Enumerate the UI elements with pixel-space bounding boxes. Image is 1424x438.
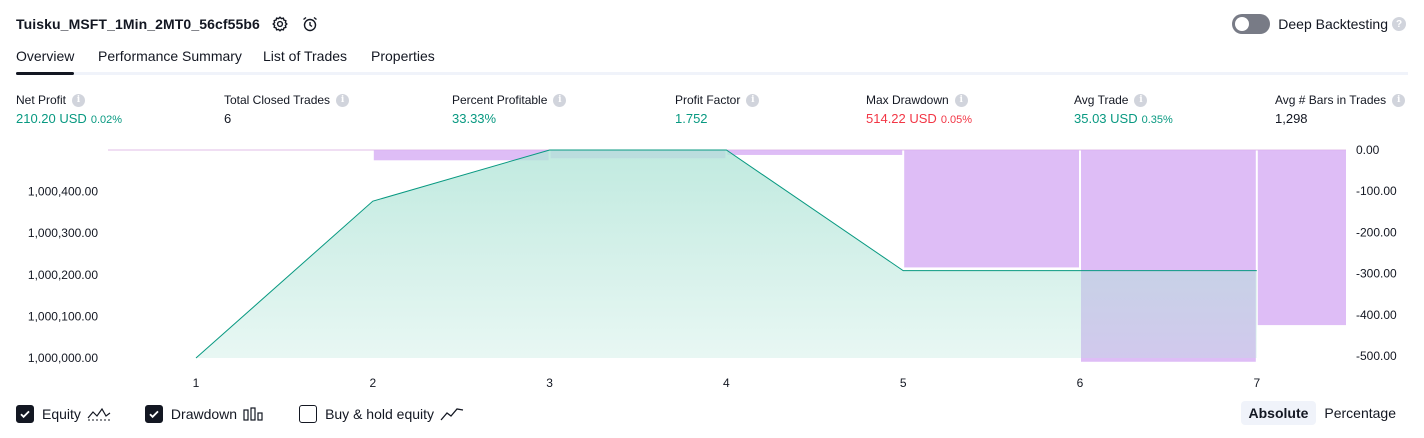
metric-value: 210.20 USD — [16, 111, 87, 126]
drawdown-axis-tick-label: -300.00 — [1356, 267, 1397, 281]
metric-profit-factor: Profit Factor i 1.752 — [675, 93, 760, 126]
metric-max-drawdown: Max Drawdown i 514.22 USD 0.05% — [866, 93, 972, 126]
legend-drawdown[interactable]: Drawdown — [144, 405, 265, 423]
drawdown-bar-5 — [904, 150, 1079, 268]
metric-net-profit: Net Profit i 210.20 USD 0.02% — [16, 93, 122, 126]
equity-series-icon — [87, 407, 111, 421]
deep-backtesting: Deep Backtesting ? — [1232, 12, 1406, 36]
x-axis-tick-label: 5 — [900, 376, 907, 390]
info-icon[interactable]: i — [553, 93, 567, 107]
metric-value: 33.33% — [452, 111, 497, 126]
deep-backtesting-label: Deep Backtesting — [1278, 16, 1388, 32]
equity-axis-tick-label: 1,000,100.00 — [28, 309, 98, 323]
metric-percent: 0.02% — [90, 114, 123, 126]
metric-label: Percent Profitable — [452, 93, 548, 107]
buy-hold-checkbox[interactable] — [299, 405, 318, 423]
equity-axis-tick-label: 1,000,400.00 — [28, 185, 98, 199]
metric-label: Avg Trade — [1074, 93, 1129, 107]
deep-backtesting-toggle[interactable] — [1232, 14, 1271, 34]
chart-legend: Equity Drawdown Buy & hold equity — [16, 403, 498, 425]
tab-properties[interactable]: Properties — [371, 48, 435, 64]
metrics-row: Net Profit i 210.20 USD 0.02% Total Closed… — [0, 93, 1424, 133]
legend-drawdown-label: Drawdown — [170, 406, 238, 422]
scale-switch: Absolute Percentage — [1240, 401, 1405, 425]
drawdown-bars-icon — [243, 407, 265, 421]
info-icon[interactable]: i — [1134, 93, 1148, 107]
drawdown-bar-7 — [1257, 150, 1346, 326]
x-axis-tick-label: 7 — [1253, 376, 1260, 390]
help-icon[interactable]: ? — [1392, 17, 1406, 31]
strategy-title: Tuisku_MSFT_1Min_2MT0_56cf55b6 — [16, 16, 260, 32]
drawdown-axis-tick-label: -500.00 — [1356, 349, 1397, 363]
drawdown-bar-4 — [727, 150, 903, 155]
metric-label: Net Profit — [16, 93, 67, 107]
settings-icon[interactable] — [270, 14, 290, 34]
metric-value: 6 — [224, 111, 232, 126]
metric-percent-profitable: Percent Profitable i 33.33% — [452, 93, 567, 126]
tab-overview[interactable]: Overview — [16, 48, 75, 75]
info-icon[interactable]: i — [954, 93, 968, 107]
tab-performance-summary[interactable]: Performance Summary — [98, 48, 242, 64]
toggle-knob — [1235, 17, 1250, 31]
drawdown-bar-2 — [373, 150, 549, 161]
equity-axis-tick-label: 1,000,300.00 — [28, 226, 98, 240]
info-icon[interactable]: i — [336, 93, 350, 107]
metric-value: 514.22 USD — [866, 111, 937, 126]
metric-percent: 0.35% — [1141, 114, 1173, 126]
metric-label: Profit Factor — [675, 93, 741, 107]
metric-label: Total Closed Trades — [224, 93, 331, 107]
info-icon[interactable]: i — [1392, 93, 1406, 107]
info-icon[interactable]: i — [746, 93, 760, 107]
metric-value: 35.03 USD — [1074, 111, 1138, 126]
legend-equity[interactable]: Equity — [16, 405, 111, 423]
metric-total-closed-trades: Total Closed Trades i 6 — [224, 93, 350, 126]
drawdown-axis-tick-label: 0.00 — [1356, 143, 1380, 157]
equity-checkbox[interactable] — [16, 405, 34, 423]
metric-value: 1.752 — [675, 111, 708, 126]
drawdown-checkbox[interactable] — [144, 405, 163, 423]
x-axis-tick-label: 3 — [546, 376, 553, 390]
drawdown-axis-tick-label: -400.00 — [1356, 308, 1397, 322]
strategy-header: Tuisku_MSFT_1Min_2MT0_56cf55b6 — [16, 12, 320, 36]
x-axis-tick-label: 4 — [723, 376, 730, 390]
tab-bar: Overview Performance Summary List of Tra… — [16, 44, 1408, 75]
percentage-button[interactable]: Percentage — [1324, 405, 1396, 421]
drawdown-axis-tick-label: -200.00 — [1356, 225, 1397, 239]
buy-hold-line-icon — [440, 407, 464, 421]
legend-buy-hold-label: Buy & hold equity — [325, 406, 435, 422]
x-axis-tick-label: 1 — [193, 376, 200, 390]
metric-avg-bars-in-trades: Avg # Bars in Trades i 1,298 — [1275, 93, 1406, 126]
x-axis-tick-label: 6 — [1077, 376, 1084, 390]
legend-equity-label: Equity — [42, 406, 81, 422]
metric-label: Avg # Bars in Trades — [1275, 93, 1387, 107]
alarm-clock-icon[interactable] — [300, 14, 320, 34]
metric-label: Max Drawdown — [866, 93, 949, 107]
equity-drawdown-chart[interactable]: 1,000,000.00 1,000,100.00 1,000,200.00 1,00… — [0, 138, 1424, 398]
drawdown-axis-tick-label: -100.00 — [1356, 184, 1397, 198]
equity-area — [196, 150, 1257, 358]
tab-list-of-trades[interactable]: List of Trades — [263, 48, 348, 64]
absolute-button[interactable]: Absolute — [1240, 401, 1317, 425]
metric-avg-trade: Avg Trade i 35.03 USD 0.35% — [1074, 93, 1173, 126]
info-icon[interactable]: i — [72, 93, 86, 107]
legend-buy-hold[interactable]: Buy & hold equity — [299, 405, 464, 423]
metric-percent: 0.05% — [940, 114, 973, 126]
equity-axis-tick-label: 1,000,200.00 — [28, 268, 98, 282]
metric-value: 1,298 — [1275, 111, 1308, 126]
equity-line — [195, 149, 1257, 359]
equity-axis-tick-label: 1,000,000.00 — [28, 351, 98, 365]
x-axis-tick-label: 2 — [369, 376, 376, 390]
